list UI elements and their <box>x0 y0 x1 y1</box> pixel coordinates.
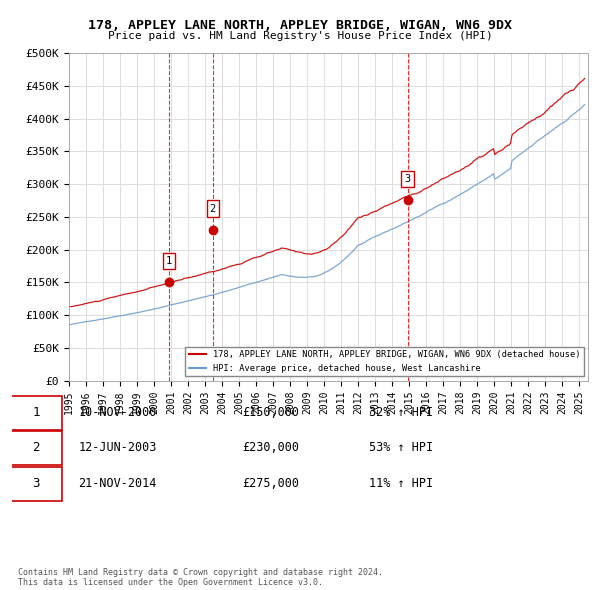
Text: £150,000: £150,000 <box>242 405 299 418</box>
Text: 32% ↑ HPI: 32% ↑ HPI <box>369 405 433 418</box>
Text: 3: 3 <box>32 477 40 490</box>
Text: 2: 2 <box>32 441 40 454</box>
Text: 53% ↑ HPI: 53% ↑ HPI <box>369 441 433 454</box>
FancyBboxPatch shape <box>11 431 62 466</box>
Text: 3: 3 <box>404 174 411 184</box>
Text: 21-NOV-2014: 21-NOV-2014 <box>78 477 157 490</box>
Text: £275,000: £275,000 <box>242 477 299 490</box>
FancyBboxPatch shape <box>11 395 62 430</box>
Text: Price paid vs. HM Land Registry's House Price Index (HPI): Price paid vs. HM Land Registry's House … <box>107 31 493 41</box>
Text: 1: 1 <box>32 405 40 418</box>
Legend: 178, APPLEY LANE NORTH, APPLEY BRIDGE, WIGAN, WN6 9DX (detached house), HPI: Ave: 178, APPLEY LANE NORTH, APPLEY BRIDGE, W… <box>185 347 584 376</box>
Text: 10-NOV-2000: 10-NOV-2000 <box>78 405 157 418</box>
Text: 11% ↑ HPI: 11% ↑ HPI <box>369 477 433 490</box>
Text: 1: 1 <box>166 256 172 266</box>
Text: 2: 2 <box>209 204 216 214</box>
Text: 178, APPLEY LANE NORTH, APPLEY BRIDGE, WIGAN, WN6 9DX: 178, APPLEY LANE NORTH, APPLEY BRIDGE, W… <box>88 19 512 32</box>
Text: 12-JUN-2003: 12-JUN-2003 <box>78 441 157 454</box>
FancyBboxPatch shape <box>11 467 62 502</box>
Text: £230,000: £230,000 <box>242 441 299 454</box>
Text: Contains HM Land Registry data © Crown copyright and database right 2024.
This d: Contains HM Land Registry data © Crown c… <box>18 568 383 587</box>
